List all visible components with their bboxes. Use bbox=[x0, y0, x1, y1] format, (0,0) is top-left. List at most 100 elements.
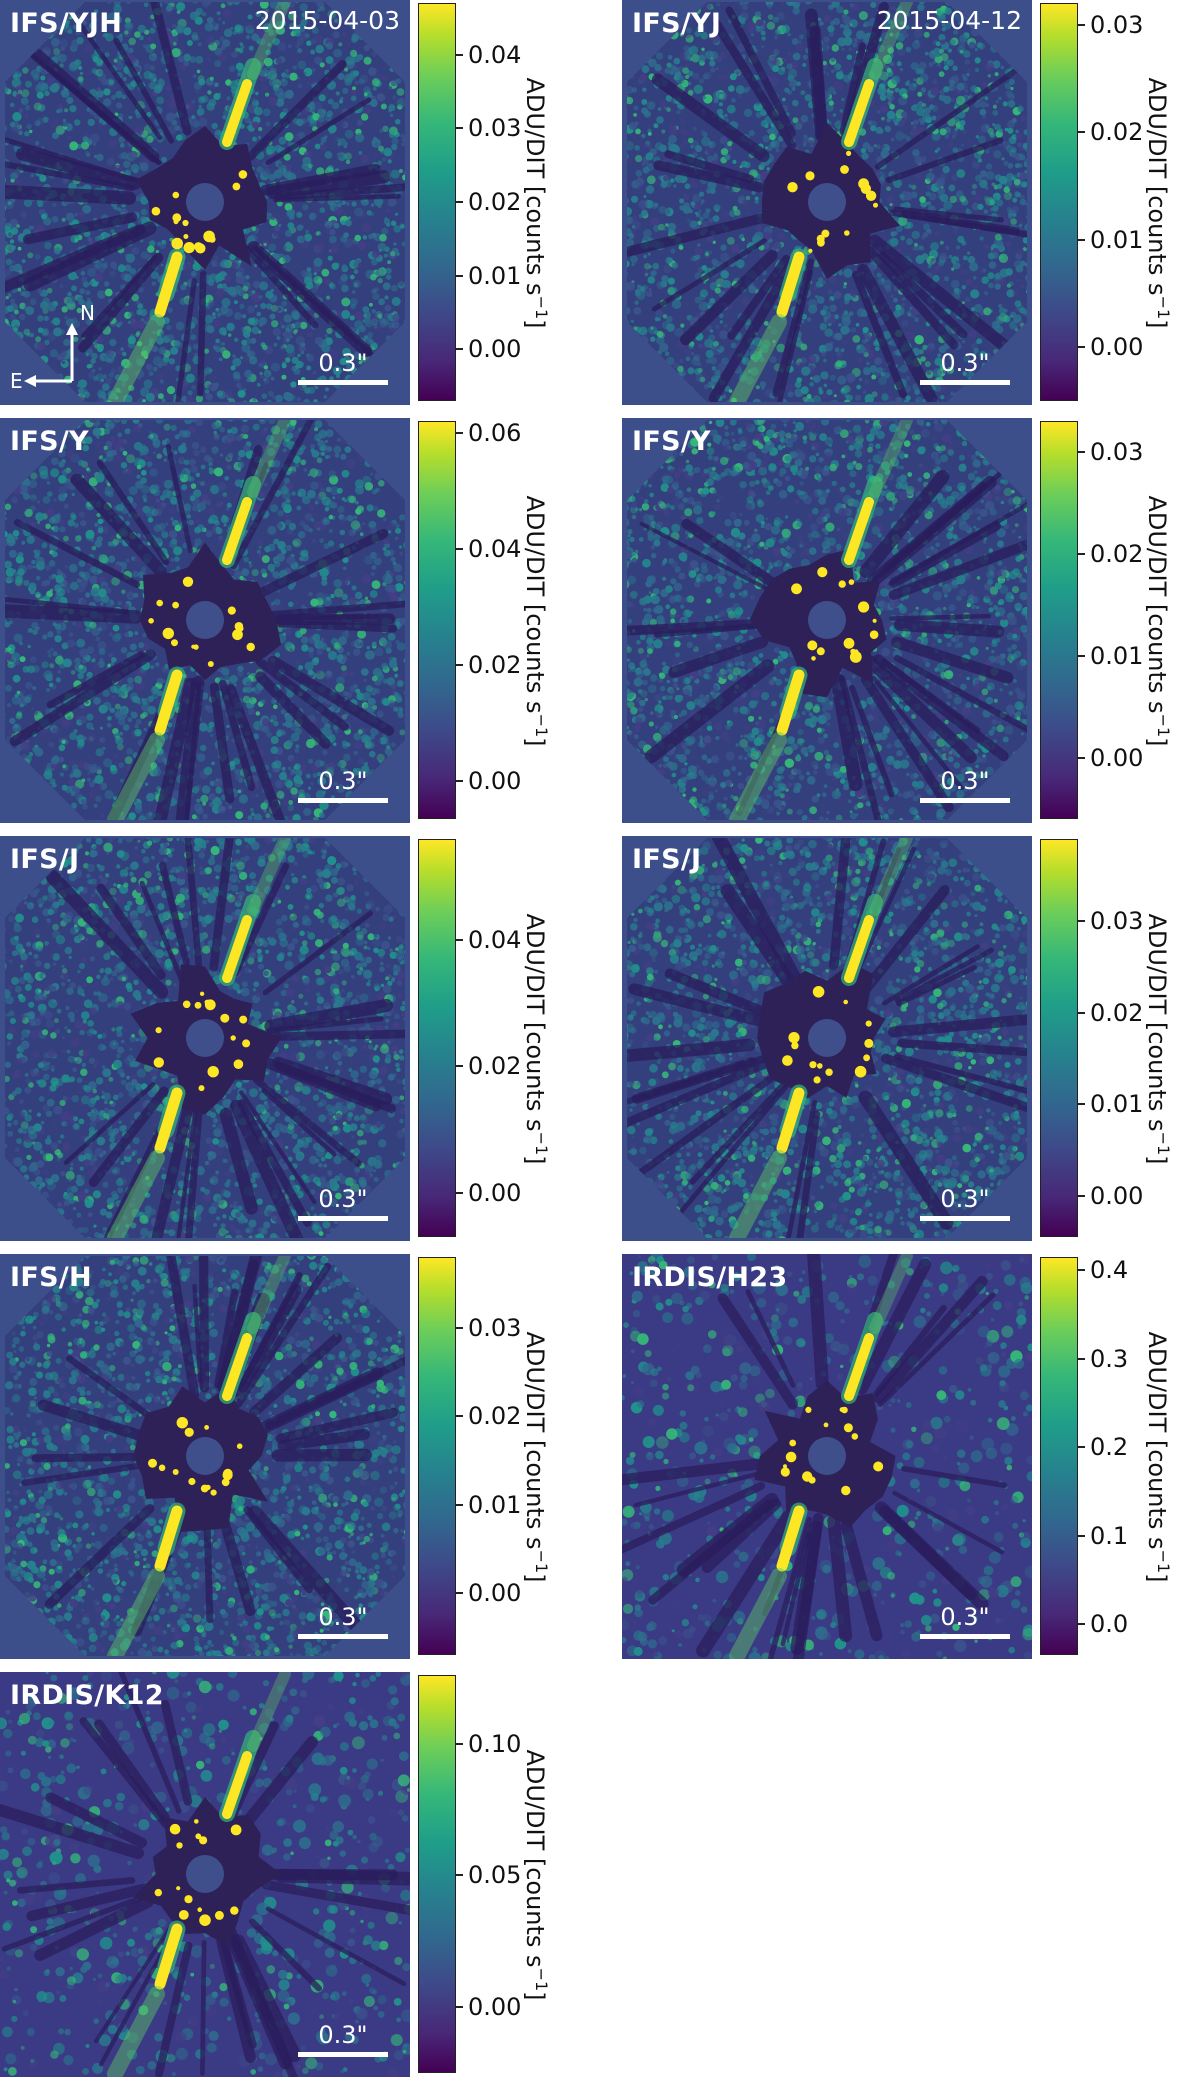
colorbar-gradient bbox=[1040, 839, 1078, 1237]
colorbar-tick bbox=[1078, 920, 1085, 923]
image-panel: IRDIS/K12 0.3" bbox=[0, 1672, 410, 2077]
panel-label: IFS/Y bbox=[632, 426, 711, 457]
panel-label: IRDIS/H23 bbox=[632, 1262, 787, 1293]
colorbar-tick bbox=[1078, 1623, 1085, 1626]
coronagraphic-image bbox=[622, 418, 1032, 823]
colorbar-axis-label: ADU/DIT [counts s−1] bbox=[521, 13, 551, 393]
colorbar-tick bbox=[1078, 346, 1085, 349]
colorbar-gradient bbox=[418, 839, 456, 1237]
colorbar-tick-label: 0.00 bbox=[1090, 1184, 1143, 1208]
colorbar-tick bbox=[456, 1874, 463, 1877]
colorbar: 0.04 0.02 0.00 ADU/DIT [counts s−1] bbox=[418, 839, 568, 1239]
colorbar-tick-label: 0.01 bbox=[468, 264, 521, 288]
coronagraphic-image bbox=[0, 1254, 410, 1659]
colorbar-tick bbox=[456, 274, 463, 277]
coronagraphic-image bbox=[0, 0, 410, 405]
colorbar-tick-label: 0.04 bbox=[468, 43, 521, 67]
colorbar-tick bbox=[1078, 1357, 1085, 1360]
colorbar-tick bbox=[456, 1503, 463, 1506]
colorbar-gradient bbox=[418, 421, 456, 819]
scale-bar-line bbox=[920, 1216, 1010, 1221]
scale-bar: 0.3" bbox=[298, 767, 388, 803]
image-panel: IFS/H 0.3" bbox=[0, 1254, 410, 1659]
colorbar-gradient bbox=[418, 1675, 456, 2073]
colorbar-tick-label: 0.02 bbox=[1090, 542, 1143, 566]
scale-bar-line bbox=[920, 1634, 1010, 1639]
colorbar-axis-label: ADU/DIT [counts s−1] bbox=[1143, 1267, 1173, 1647]
scale-bar-line bbox=[298, 798, 388, 803]
colorbar-axis-label: ADU/DIT [counts s−1] bbox=[521, 1685, 551, 2065]
colorbar-tick bbox=[456, 348, 463, 351]
colorbar-tick-label: 0.1 bbox=[1090, 1524, 1128, 1548]
colorbar-tick-label: 0.02 bbox=[1090, 1001, 1143, 1025]
scale-bar: 0.3" bbox=[920, 1603, 1010, 1639]
panel-label: IFS/J bbox=[632, 844, 701, 875]
colorbar-tick bbox=[1078, 1269, 1085, 1272]
scale-bar: 0.3" bbox=[298, 349, 388, 385]
scale-bar-label: 0.3" bbox=[298, 2021, 388, 2049]
image-panel: IFS/J 0.3" bbox=[0, 836, 410, 1241]
image-panel: IRDIS/H23 0.3" bbox=[622, 1254, 1032, 1659]
colorbar-tick bbox=[1078, 1194, 1085, 1197]
colorbar-tick-label: 0.05 bbox=[468, 1863, 521, 1887]
colorbar-tick-label: 0.01 bbox=[1090, 228, 1143, 252]
colorbar: 0.03 0.02 0.01 0.00 ADU/DIT [counts s−1] bbox=[418, 1257, 568, 1657]
colorbar-tick-label: 0.03 bbox=[1090, 13, 1143, 37]
compass-north-label: N bbox=[80, 301, 95, 325]
scale-bar-line bbox=[920, 380, 1010, 385]
coronagraphic-image bbox=[0, 836, 410, 1241]
colorbar-tick bbox=[1078, 23, 1085, 26]
colorbar-tick bbox=[1078, 1446, 1085, 1449]
compass-arrows-icon bbox=[24, 323, 78, 387]
colorbar-tick bbox=[456, 431, 463, 434]
scale-bar-label: 0.3" bbox=[298, 349, 388, 377]
colorbar-tick-label: 0.00 bbox=[1090, 746, 1143, 770]
panel-label: IFS/YJ bbox=[632, 8, 721, 39]
colorbar-tick bbox=[456, 1326, 463, 1329]
coronagraphic-image bbox=[0, 418, 410, 823]
colorbar-tick bbox=[456, 1742, 463, 1745]
colorbar: 0.03 0.02 0.01 0.00 ADU/DIT [counts s−1] bbox=[1040, 421, 1190, 821]
colorbar-tick-label: 0.03 bbox=[468, 116, 521, 140]
image-panel: IFS/YJH 2015-04-03 0.3" N E bbox=[0, 0, 410, 405]
colorbar-gradient bbox=[1040, 3, 1078, 401]
colorbar-tick-label: 0.03 bbox=[1090, 909, 1143, 933]
coronagraphic-image bbox=[622, 1254, 1032, 1659]
scale-bar-line bbox=[298, 1634, 388, 1639]
colorbar-tick bbox=[456, 2006, 463, 2009]
colorbar-tick bbox=[456, 53, 463, 56]
image-panel: IFS/Y 0.3" bbox=[622, 418, 1032, 823]
colorbar-tick-label: 0.02 bbox=[468, 1054, 521, 1078]
colorbar-tick-label: 0.02 bbox=[468, 1404, 521, 1428]
colorbar-axis-label: ADU/DIT [counts s−1] bbox=[521, 849, 551, 1229]
scale-bar-line bbox=[298, 2052, 388, 2057]
scale-bar-line bbox=[298, 1216, 388, 1221]
colorbar-gradient bbox=[418, 1257, 456, 1655]
panel-label: IFS/J bbox=[10, 844, 79, 875]
colorbar-axis-label: ADU/DIT [counts s−1] bbox=[521, 1267, 551, 1647]
colorbar-tick-label: 0.02 bbox=[1090, 120, 1143, 144]
colorbar-tick-label: 0.02 bbox=[468, 653, 521, 677]
scale-bar: 0.3" bbox=[920, 1185, 1010, 1221]
scale-bar-label: 0.3" bbox=[920, 767, 1010, 795]
scale-bar-label: 0.3" bbox=[920, 1603, 1010, 1631]
colorbar-tick bbox=[1078, 1103, 1085, 1106]
coronagraphic-image bbox=[622, 0, 1032, 405]
colorbar-tick bbox=[1078, 450, 1085, 453]
colorbar-tick-label: 0.03 bbox=[468, 1316, 521, 1340]
image-panel: IFS/J 0.3" bbox=[622, 836, 1032, 1241]
scale-bar: 0.3" bbox=[298, 1185, 388, 1221]
colorbar-tick bbox=[1078, 238, 1085, 241]
scale-bar: 0.3" bbox=[920, 767, 1010, 803]
colorbar-gradient bbox=[418, 3, 456, 401]
panel-label: IFS/Y bbox=[10, 426, 89, 457]
panel-date: 2015-04-03 bbox=[255, 6, 400, 35]
colorbar-axis-label: ADU/DIT [counts s−1] bbox=[1143, 431, 1173, 811]
colorbar-tick-label: 0.04 bbox=[468, 537, 521, 561]
scale-bar-label: 0.3" bbox=[298, 1603, 388, 1631]
colorbar-tick-label: 0.4 bbox=[1090, 1258, 1128, 1282]
colorbar-tick-label: 0.0 bbox=[1090, 1612, 1128, 1636]
scale-bar-label: 0.3" bbox=[298, 1185, 388, 1213]
colorbar-tick-label: 0.00 bbox=[468, 769, 521, 793]
